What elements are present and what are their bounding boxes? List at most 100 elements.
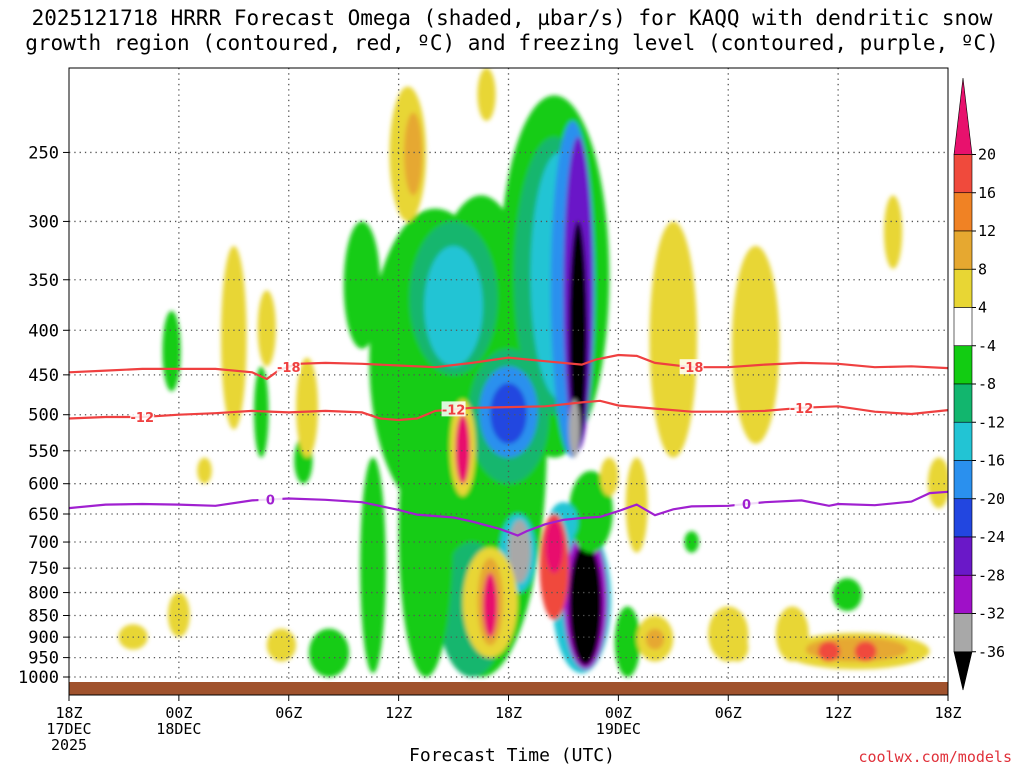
contour-label: -18 (277, 361, 301, 376)
x-tick-label: 00Z (165, 704, 192, 722)
colorbar: 20 16 12 8 4 -4 -8 -12 -16 -20 -24 -28 -32 -36 (953, 77, 1005, 691)
colorbar-label: -24 (978, 528, 1005, 546)
colorbar-label: 8 (978, 260, 987, 278)
y-tick-label: 250 (28, 143, 59, 163)
omega-region (883, 195, 903, 269)
y-tick-label: 300 (28, 212, 59, 232)
omega-region (649, 221, 698, 458)
y-axis: 2503003504004505005506006507007508008509… (18, 143, 69, 688)
omega-region (197, 457, 212, 484)
x-tick-label: 06Z (275, 704, 302, 722)
colorbar-segment (953, 307, 973, 347)
omega-region (508, 519, 531, 583)
colorbar-label: -36 (978, 643, 1005, 661)
colorbar-segment (953, 421, 973, 461)
colorbar-segment (953, 498, 973, 538)
colorbar-label: -28 (978, 566, 1005, 584)
contour-label: 0 (742, 498, 751, 513)
omega-region (684, 531, 699, 553)
colorbar-cap-bottom (953, 651, 973, 691)
colorbar-label: -4 (978, 337, 996, 355)
y-tick-label: 700 (28, 533, 59, 553)
x-tick-label: 18DEC (156, 720, 201, 738)
omega-region (398, 383, 454, 677)
colorbar-label: -8 (978, 375, 996, 393)
omega-region (296, 357, 319, 458)
y-tick-label: 950 (28, 649, 59, 669)
colorbar-label: 20 (978, 146, 996, 164)
x-tick-label: 12Z (385, 704, 412, 722)
omega-region (568, 221, 588, 444)
y-tick-label: 750 (28, 559, 59, 579)
y-tick-label: 350 (28, 271, 59, 291)
y-tick-label: 800 (28, 584, 59, 604)
colorbar-label: -20 (978, 490, 1005, 508)
contour-label-bg (130, 408, 155, 424)
colorbar-label: 4 (978, 299, 987, 317)
omega-region (545, 519, 564, 574)
omega-region (477, 68, 496, 121)
omega-region (614, 606, 641, 677)
omega-region (404, 112, 423, 196)
omega-region (600, 457, 619, 497)
x-tick-label: 18Z (934, 704, 961, 722)
omega-region (645, 628, 665, 650)
colorbar-segment (953, 383, 973, 423)
y-tick-label: 550 (28, 442, 59, 462)
omega-region (220, 245, 247, 430)
colorbar-segment (953, 345, 973, 385)
x-axis-title: Forecast Time (UTC) (409, 745, 615, 766)
contour-label: -12 (131, 411, 155, 426)
colorbar-segment (953, 154, 973, 194)
y-tick-label: 450 (28, 366, 59, 386)
omega-region (568, 470, 613, 553)
colorbar-segment (953, 192, 973, 232)
colorbar-label: -16 (978, 452, 1005, 470)
omega-region (568, 399, 580, 458)
colorbar-segment (953, 536, 973, 576)
omega-region (455, 414, 471, 484)
contour-label-bg (734, 495, 759, 511)
contour-label-bg (789, 399, 814, 415)
x-tick-label: 2025 (51, 736, 87, 754)
omega-region (775, 606, 809, 662)
x-tick-label: 18Z (55, 704, 82, 722)
colorbar-cap-top (953, 77, 973, 155)
contour-label-bg (679, 359, 704, 375)
contour-label: -18 (680, 361, 704, 376)
y-tick-label: 600 (28, 475, 59, 495)
contour-line (68, 399, 949, 422)
omega-region (731, 245, 780, 444)
omega-region (266, 628, 297, 662)
grid-lines (69, 68, 948, 682)
omega-region (817, 641, 840, 662)
contour-label-bg (258, 491, 283, 507)
omega-region (308, 628, 350, 678)
omega-region (568, 542, 602, 666)
colorbar-label: -32 (978, 605, 1005, 623)
contour-lines: -18 -18 -12 -12 -12 0 0 (68, 353, 949, 537)
colorbar-segment (953, 230, 973, 270)
colorbar-segment (953, 460, 973, 500)
omega-region (424, 245, 483, 367)
omega-region (162, 310, 181, 392)
contour-label: 0 (266, 493, 275, 508)
y-tick-label: 900 (28, 628, 59, 648)
source-credit: coolwx.com/models (858, 748, 1012, 766)
omega-region (832, 578, 862, 612)
omega-shading (118, 68, 948, 678)
colorbar-label: 16 (978, 184, 996, 202)
ground-bar (69, 682, 948, 695)
contour-line (68, 353, 949, 381)
y-tick-label: 1000 (18, 668, 59, 688)
contour-label: -12 (442, 403, 466, 418)
contour-label: -12 (790, 402, 814, 417)
omega-region (343, 221, 381, 349)
x-tick-label: 19DEC (596, 720, 641, 738)
omega-region (482, 573, 498, 638)
omega-region (360, 457, 386, 674)
x-tick-label: 00Z (605, 704, 632, 722)
colorbar-label: -12 (978, 413, 1005, 431)
x-tick-label: 06Z (715, 704, 742, 722)
y-tick-label: 650 (28, 505, 59, 525)
